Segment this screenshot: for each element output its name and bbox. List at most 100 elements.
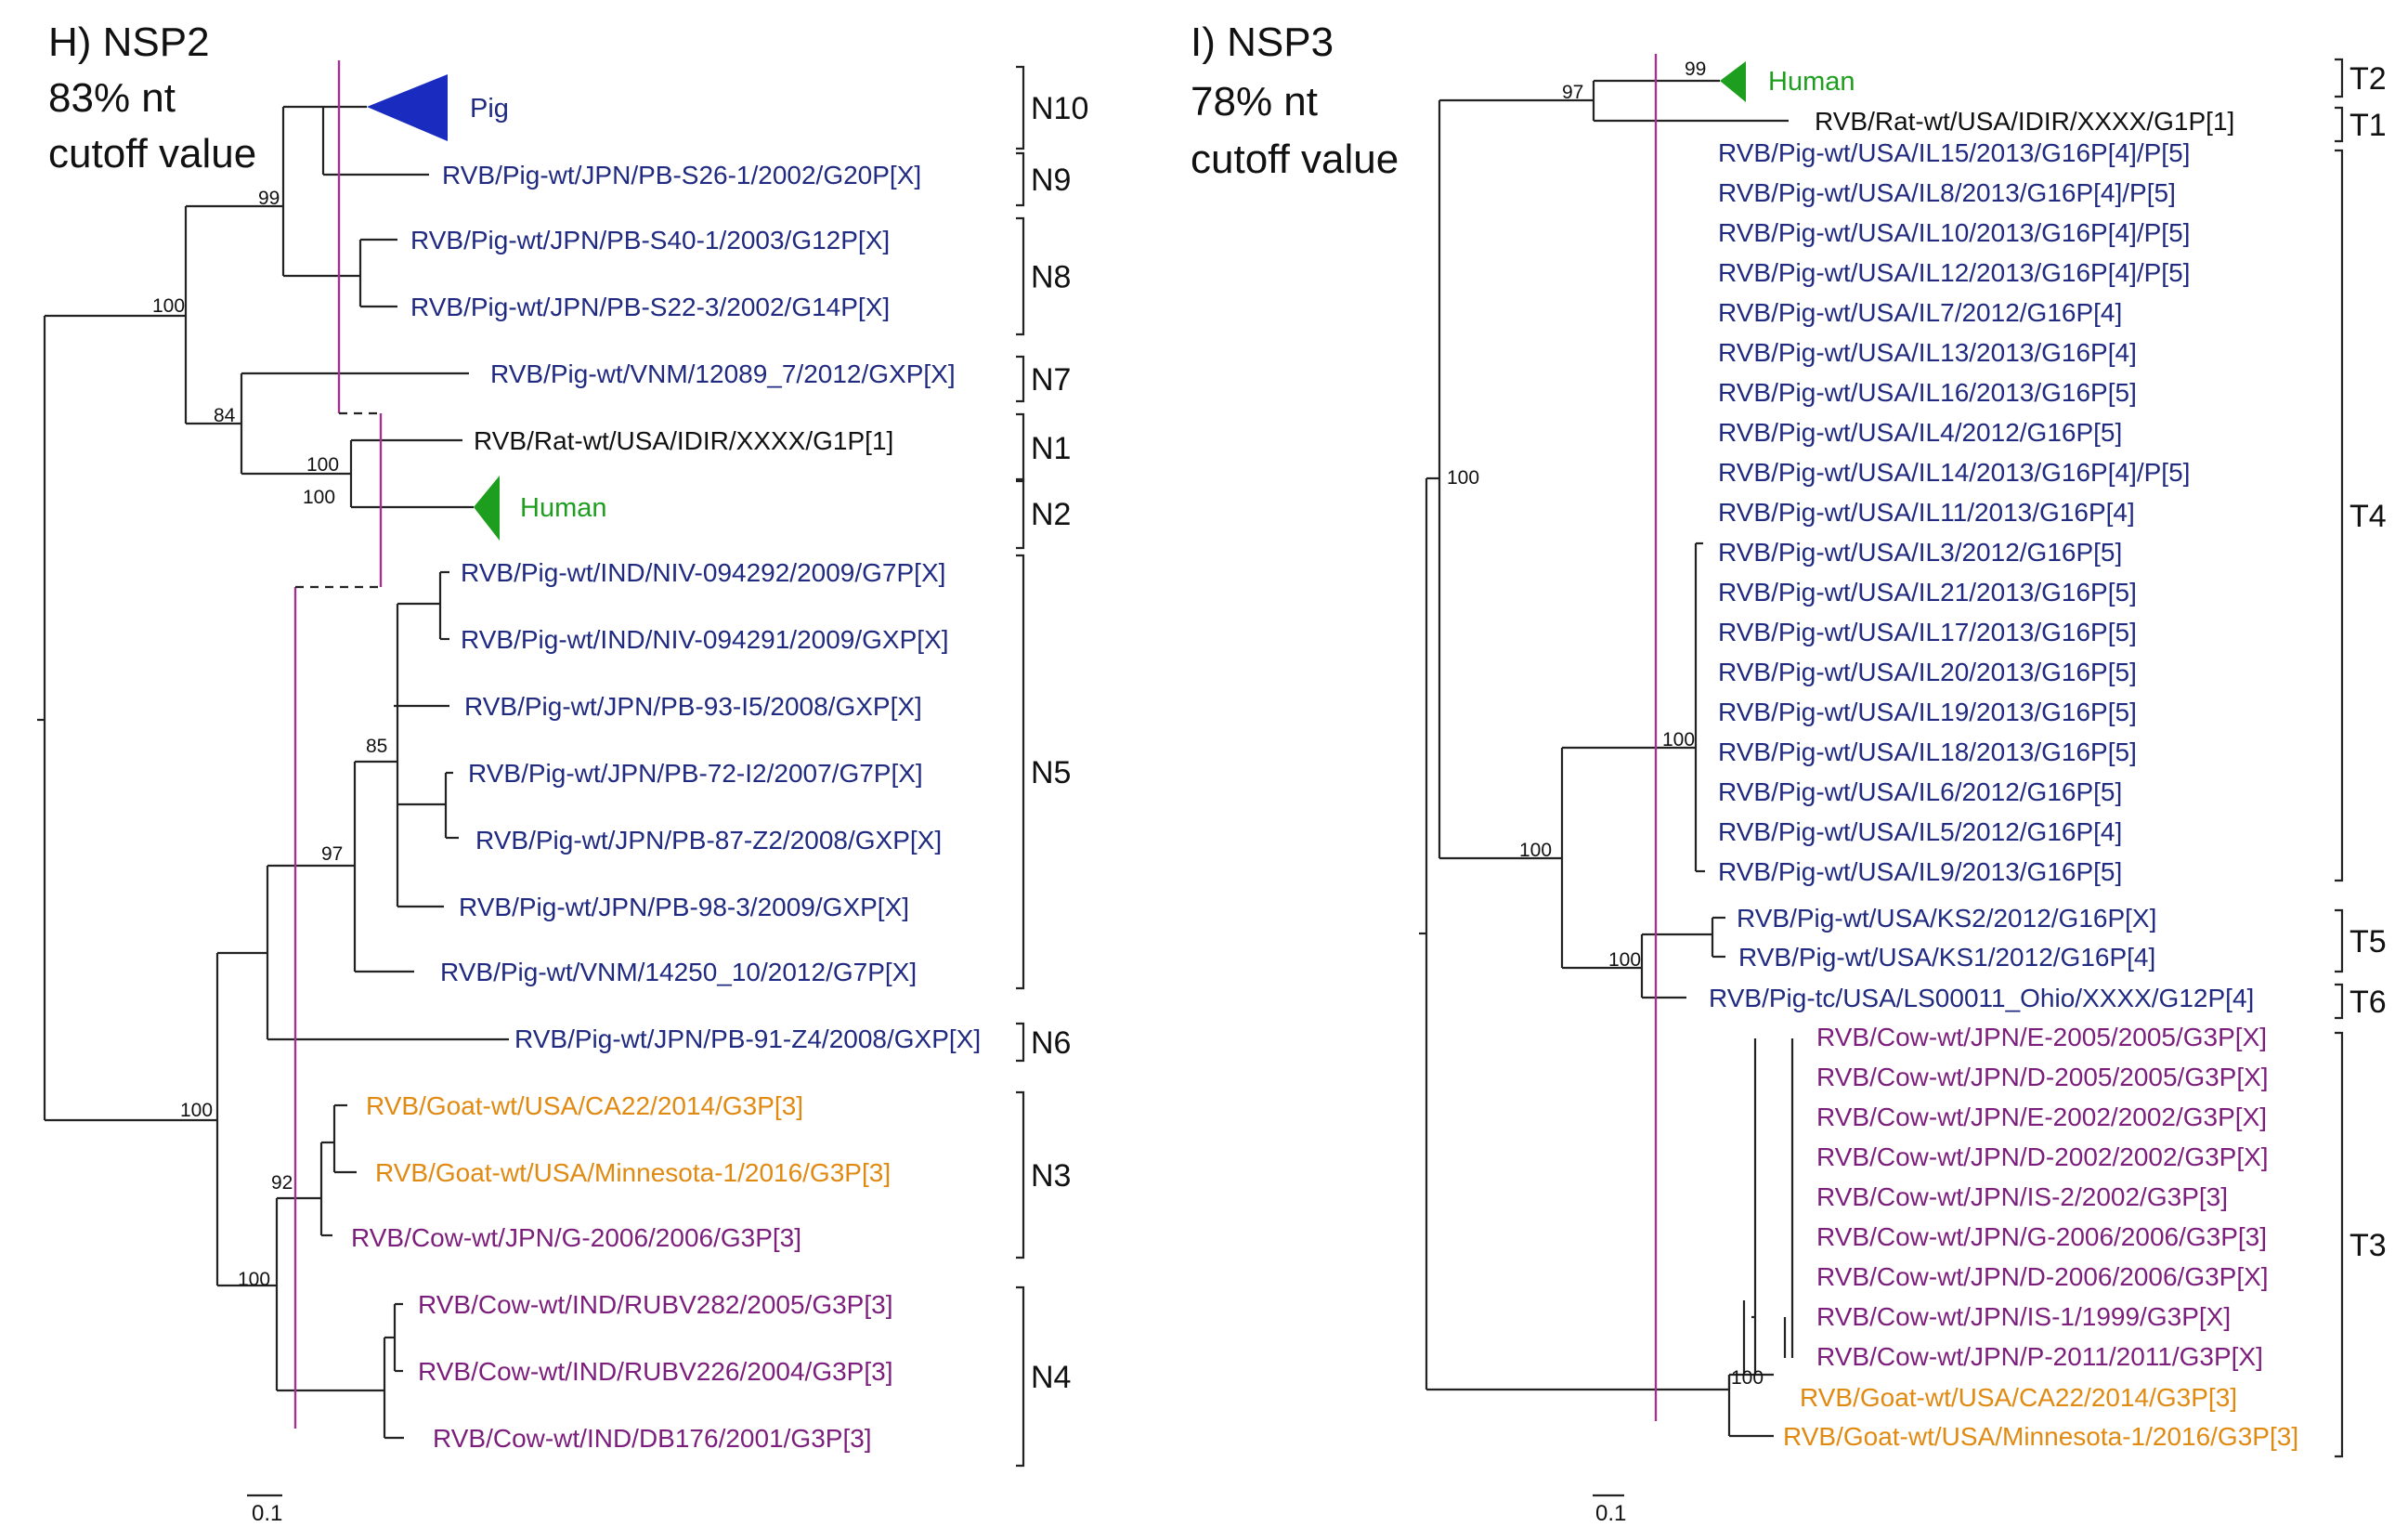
nsp3-bootstrap-label: 99 xyxy=(1685,59,1706,80)
nsp3-human-collapsed-triangle xyxy=(1720,61,1746,102)
nsp2-clade-bracket xyxy=(1016,1286,1025,1468)
nsp3-bootstrap-label: 100 xyxy=(1608,949,1641,971)
nsp3-leaf-label: RVB/Cow-wt/JPN/D-2006/2006/G3P[X] xyxy=(1816,1262,2269,1291)
nsp2-clade-label: N8 xyxy=(1031,260,1071,295)
nsp3-bootstrap-values: 99 97 100 100 100 100 100 xyxy=(1447,59,1764,1389)
nsp2-leaf-label: RVB/Pig-wt/JPN/PB-72-I2/2007/G7P[X] xyxy=(468,759,923,788)
nsp3-scale-label: 0.1 xyxy=(1595,1501,1626,1526)
nsp2-clade-label: N10 xyxy=(1031,91,1088,126)
nsp2-leaf-label: RVB/Pig-wt/IND/NIV-094292/2009/G7P[X] xyxy=(461,558,945,587)
nsp3-leaf-label: RVB/Goat-wt/USA/CA22/2014/G3P[3] xyxy=(1800,1383,2237,1412)
nsp3-leaf-labels: RVB/Rat-wt/USA/IDIR/XXXX/G1P[1]RVB/Pig-w… xyxy=(1709,107,2298,1451)
nsp3-leaf-label: RVB/Pig-wt/USA/IL11/2013/G16P[4] xyxy=(1718,498,2135,527)
nsp2-leaf-label: RVB/Pig-wt/VNM/12089_7/2012/GXP[X] xyxy=(490,359,956,388)
nsp2-title: H) NSP2 xyxy=(48,20,210,65)
nsp3-cutoff-percent: 78% nt xyxy=(1191,79,1318,124)
nsp2-scale-label: 0.1 xyxy=(252,1501,282,1526)
nsp2-bootstrap-label: 100 xyxy=(152,295,185,317)
nsp3-leaf-label: RVB/Pig-wt/USA/IL5/2012/G16P[4] xyxy=(1718,817,2122,846)
nsp2-clade-bracket xyxy=(1016,412,1025,483)
nsp3-leaf-label: RVB/Pig-wt/USA/IL21/2013/G16P[5] xyxy=(1718,578,2137,607)
nsp2-clade-bracket xyxy=(1016,65,1025,150)
nsp2-leaf-label: RVB/Cow-wt/IND/RUBV282/2005/G3P[3] xyxy=(418,1290,892,1319)
nsp2-leaf-label: RVB/Pig-wt/JPN/PB-98-3/2009/GXP[X] xyxy=(459,893,909,921)
nsp2-bootstrap-label: 84 xyxy=(214,405,236,426)
nsp2-leaf-label: RVB/Rat-wt/USA/IDIR/XXXX/G1P[1] xyxy=(474,426,893,455)
nsp2-bootstrap-label: 100 xyxy=(303,487,335,508)
nsp3-leaf-label: RVB/Cow-wt/JPN/D-2002/2002/G3P[X] xyxy=(1816,1142,2269,1171)
nsp3-leaf-label: RVB/Pig-wt/USA/IL14/2013/G16P[4]/P[5] xyxy=(1718,458,2190,487)
nsp3-clade-label: T3 xyxy=(2349,1228,2387,1263)
nsp3-clade-bracket xyxy=(2335,1031,2344,1458)
nsp3-leaf-label: RVB/Cow-wt/JPN/IS-2/2002/G3P[3] xyxy=(1816,1182,2228,1211)
nsp3-leaf-label: RVB/Pig-wt/USA/IL15/2013/G16P[4]/P[5] xyxy=(1718,138,2190,167)
nsp3-clade-label: T4 xyxy=(2349,499,2387,534)
nsp3-leaf-label: RVB/Pig-wt/USA/IL16/2013/G16P[5] xyxy=(1718,378,2137,407)
nsp2-clade-bracket xyxy=(1016,554,1025,990)
nsp3-leaf-label: RVB/Pig-wt/USA/IL12/2013/G16P[4]/P[5] xyxy=(1718,258,2190,287)
nsp3-leaf-label: RVB/Pig-wt/USA/IL18/2013/G16P[5] xyxy=(1718,737,2137,766)
nsp3-leaf-label: RVB/Cow-wt/JPN/IS-1/1999/G3P[X] xyxy=(1816,1302,2231,1331)
nsp2-leaf-label: RVB/Pig-wt/JPN/PB-S26-1/2002/G20P[X] xyxy=(442,161,921,189)
nsp3-leaf-label: RVB/Pig-wt/USA/IL7/2012/G16P[4] xyxy=(1718,298,2122,327)
nsp3-leaf-label: RVB/Rat-wt/USA/IDIR/XXXX/G1P[1] xyxy=(1815,107,2234,136)
nsp2-clade-label: N1 xyxy=(1031,431,1071,466)
nsp3-leaf-label: RVB/Cow-wt/JPN/E-2002/2002/G3P[X] xyxy=(1816,1103,2267,1131)
nsp2-clade-bracket xyxy=(1016,216,1025,336)
nsp3-leaf-label: RVB/Pig-wt/USA/IL10/2013/G16P[4]/P[5] xyxy=(1718,218,2190,247)
nsp3-bootstrap-label: 100 xyxy=(1519,840,1552,861)
nsp2-clade-bracket xyxy=(1016,477,1025,550)
nsp2-clade-label: N3 xyxy=(1031,1158,1071,1194)
nsp3-leaf-label: RVB/Cow-wt/JPN/D-2005/2005/G3P[X] xyxy=(1816,1063,2269,1091)
nsp3-leaf-label: RVB/Pig-wt/USA/IL20/2013/G16P[5] xyxy=(1718,658,2137,686)
nsp2-bootstrap-label: 97 xyxy=(321,843,343,865)
nsp2-leaf-label: RVB/Pig-wt/JPN/PB-87-Z2/2008/GXP[X] xyxy=(475,826,942,855)
nsp2-clade-label: N4 xyxy=(1031,1360,1071,1395)
nsp2-clade-bracket xyxy=(1016,1022,1025,1063)
nsp2-cutoff-percent: 83% nt xyxy=(48,75,176,121)
nsp2-leaf-label: RVB/Goat-wt/USA/CA22/2014/G3P[3] xyxy=(366,1091,803,1120)
nsp3-leaf-label: RVB/Pig-wt/USA/IL8/2013/G16P[4]/P[5] xyxy=(1718,178,2176,207)
nsp2-leaf-label: RVB/Cow-wt/JPN/G-2006/2006/G3P[3] xyxy=(351,1223,801,1252)
nsp3-bootstrap-label: 100 xyxy=(1447,467,1479,489)
nsp3-leaf-label: RVB/Pig-tc/USA/LS00011_Ohio/XXXX/G12P[4] xyxy=(1709,984,2254,1012)
nsp3-bootstrap-label: 97 xyxy=(1562,82,1583,103)
nsp2-bootstrap-label: 99 xyxy=(258,188,280,209)
nsp3-leaf-label: RVB/Pig-wt/USA/IL4/2012/G16P[5] xyxy=(1718,418,2122,447)
panel-nsp3: I) NSP3 78% nt cutoff value xyxy=(1191,20,2387,1526)
nsp3-leaf-label: RVB/Pig-wt/USA/IL13/2013/G16P[4] xyxy=(1718,338,2137,367)
nsp2-clade-label: N2 xyxy=(1031,497,1071,532)
nsp2-human-collapsed-label: Human xyxy=(520,493,607,523)
nsp2-leaf-labels: RVB/Pig-wt/JPN/PB-S26-1/2002/G20P[X] RVB/… xyxy=(351,161,981,1453)
nsp3-tree-branches xyxy=(1419,79,1794,1438)
nsp2-tree-branches xyxy=(37,105,509,1440)
nsp2-cutoff-caption: cutoff value xyxy=(48,131,256,176)
nsp3-clade-bracket xyxy=(2335,58,2344,98)
nsp2-leaf-label: RVB/Pig-wt/JPN/PB-S40-1/2003/G12P[X] xyxy=(410,226,890,254)
nsp3-cutoff-caption: cutoff value xyxy=(1191,137,1399,182)
nsp2-leaf-label: RVB/Cow-wt/IND/DB176/2001/G3P[3] xyxy=(433,1424,872,1453)
nsp3-leaf-label: RVB/Cow-wt/JPN/P-2011/2011/G3P[X] xyxy=(1816,1342,2263,1371)
nsp2-leaf-label: RVB/Pig-wt/JPN/PB-S22-3/2002/G14P[X] xyxy=(410,293,890,321)
nsp3-clade-bracket xyxy=(2335,149,2344,882)
nsp3-title: I) NSP3 xyxy=(1191,20,1334,65)
nsp2-bootstrap-label: 100 xyxy=(180,1100,213,1121)
nsp3-bootstrap-label: 100 xyxy=(1731,1367,1764,1389)
nsp3-leaf-label: RVB/Pig-wt/USA/IL17/2013/G16P[5] xyxy=(1718,618,2137,646)
nsp3-clade-bracket xyxy=(2335,983,2344,1020)
nsp2-bootstrap-values: 99 100 84 100 100 85 97 100 92 100 xyxy=(152,188,387,1290)
nsp3-leaf-label: RVB/Pig-wt/USA/KS1/2012/G16P[4] xyxy=(1738,943,2155,972)
nsp3-leaf-label: RVB/Pig-wt/USA/IL6/2012/G16P[5] xyxy=(1718,777,2122,806)
nsp3-leaf-label: RVB/Pig-wt/USA/IL3/2012/G16P[5] xyxy=(1718,538,2122,567)
nsp3-clade-bracket xyxy=(2335,106,2344,143)
nsp2-clade-brackets: N10 N9 N8 N7 N1 N2 N5 N6 N3 N4 xyxy=(1016,65,1088,1468)
nsp3-clade-label: T5 xyxy=(2349,924,2387,959)
nsp2-leaf-label: RVB/Pig-wt/VNM/14250_10/2012/G7P[X] xyxy=(440,958,917,986)
panel-nsp2: H) NSP2 83% nt cutoff value xyxy=(37,20,1088,1526)
nsp3-clade-label: T6 xyxy=(2349,985,2387,1020)
nsp2-clade-label: N9 xyxy=(1031,163,1071,198)
nsp2-clade-bracket xyxy=(1016,355,1025,403)
nsp2-clade-label: N5 xyxy=(1031,755,1071,790)
